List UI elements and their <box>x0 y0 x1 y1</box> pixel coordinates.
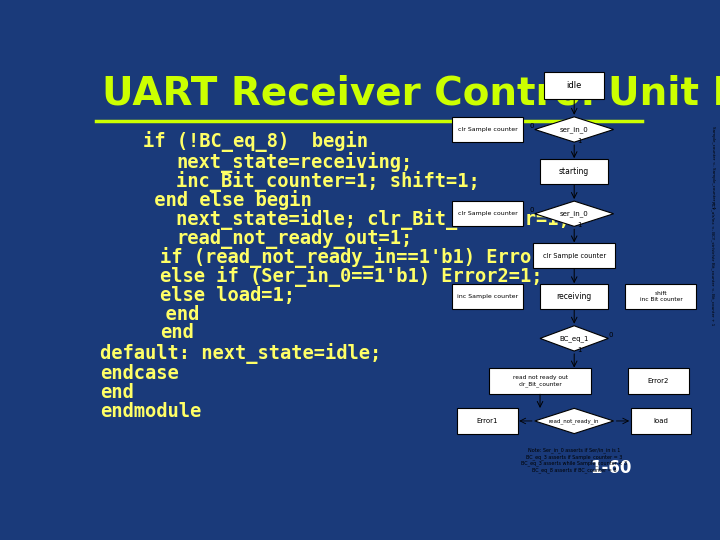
FancyBboxPatch shape <box>628 368 688 394</box>
FancyBboxPatch shape <box>457 408 518 434</box>
FancyBboxPatch shape <box>631 408 691 434</box>
Text: inc Sample counter: inc Sample counter <box>457 294 518 299</box>
Text: receiving: receiving <box>557 292 592 301</box>
Text: inc_Bit_counter=1; shift=1;: inc_Bit_counter=1; shift=1; <box>176 171 480 192</box>
Text: next_state=receiving;: next_state=receiving; <box>176 152 413 173</box>
Polygon shape <box>535 201 613 226</box>
Text: Error1: Error1 <box>477 418 498 424</box>
Text: endcase: endcase <box>100 364 179 383</box>
Text: 1: 1 <box>577 347 582 353</box>
Text: ser_in_0: ser_in_0 <box>560 126 588 133</box>
Text: endmodule: endmodule <box>100 402 202 422</box>
Text: 1: 1 <box>577 138 582 144</box>
Polygon shape <box>535 117 613 142</box>
Polygon shape <box>540 326 608 351</box>
FancyBboxPatch shape <box>626 284 696 309</box>
Text: end: end <box>100 383 134 402</box>
FancyBboxPatch shape <box>489 368 591 394</box>
Text: else load=1;: else load=1; <box>160 286 294 305</box>
FancyBboxPatch shape <box>452 201 523 226</box>
Text: starting: starting <box>559 167 590 176</box>
Polygon shape <box>535 408 613 434</box>
FancyBboxPatch shape <box>452 117 523 142</box>
Text: end else begin: end else begin <box>143 190 312 210</box>
Text: default: next_state=idle;: default: next_state=idle; <box>100 343 382 364</box>
Text: clr Sample counter: clr Sample counter <box>458 211 518 216</box>
Text: next_state=idle; clr_Bit_counter=1;: next_state=idle; clr_Bit_counter=1; <box>176 209 570 230</box>
Text: idle: idle <box>567 81 582 90</box>
FancyBboxPatch shape <box>534 243 615 268</box>
Text: 1: 1 <box>577 222 582 228</box>
Text: 0: 0 <box>530 207 534 213</box>
FancyBboxPatch shape <box>540 284 608 309</box>
Text: BC_eq_1: BC_eq_1 <box>559 335 589 342</box>
Text: read_not_ready_in: read_not_ready_in <box>549 418 600 424</box>
FancyBboxPatch shape <box>540 159 608 184</box>
Text: end: end <box>143 305 199 324</box>
Text: if (!BC_eq_8)  begin: if (!BC_eq_8) begin <box>143 131 368 152</box>
Text: Error2: Error2 <box>647 378 669 384</box>
Text: shift
inc Bit counter: shift inc Bit counter <box>639 291 683 302</box>
Text: clr Sample counter: clr Sample counter <box>543 253 606 259</box>
Text: read_not_ready_out=1;: read_not_ready_out=1; <box>176 228 413 248</box>
Text: Bit_counter <- Bit_counter + 1: Bit_counter <- Bit_counter + 1 <box>711 262 715 326</box>
Text: load: load <box>654 418 668 424</box>
Text: ser_in_0: ser_in_0 <box>560 211 588 217</box>
Text: Note: Ser_in_0 asserts if Ser/in_in is 1
BC_eq_3 asserts if Sample_counter = 3
B: Note: Ser_in_0 asserts if Ser/in_in is 1… <box>521 448 627 472</box>
Text: RCY_alr/inc <- BCY_str/str/str: RCY_alr/inc <- BCY_str/str/str <box>711 201 715 260</box>
Text: end: end <box>160 323 194 342</box>
Text: else if (Ser_in_0==1'b1) Error2=1;: else if (Ser_in_0==1'b1) Error2=1; <box>160 266 542 287</box>
Text: if (read_not_ready_in==1'b1) Error1=1;: if (read_not_ready_in==1'b1) Error1=1; <box>160 247 588 268</box>
FancyBboxPatch shape <box>544 72 604 99</box>
Text: 0: 0 <box>608 332 613 338</box>
Text: clr Sample counter: clr Sample counter <box>458 127 518 132</box>
Text: UART Receiver Control Unit Module: UART Receiver Control Unit Module <box>102 75 720 113</box>
Text: read not ready out
clr_Bit_counter: read not ready out clr_Bit_counter <box>513 375 567 387</box>
Text: Sample_counter <- Sample_counter + 1: Sample_counter <- Sample_counter + 1 <box>711 126 715 209</box>
FancyBboxPatch shape <box>452 284 523 309</box>
Text: 0: 0 <box>530 123 534 129</box>
Text: 1-60: 1-60 <box>590 459 631 477</box>
